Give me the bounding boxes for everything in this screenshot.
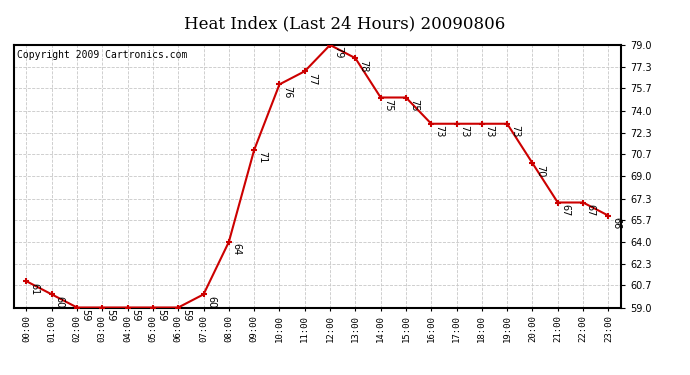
Text: 75: 75 xyxy=(408,99,419,111)
Text: 73: 73 xyxy=(484,125,495,138)
Text: 73: 73 xyxy=(434,125,444,138)
Text: 59: 59 xyxy=(130,309,141,321)
Text: 77: 77 xyxy=(308,73,317,85)
Text: Copyright 2009 Cartronics.com: Copyright 2009 Cartronics.com xyxy=(17,50,187,60)
Text: 59: 59 xyxy=(105,309,115,321)
Text: 67: 67 xyxy=(560,204,571,216)
Text: 75: 75 xyxy=(384,99,393,111)
Text: 73: 73 xyxy=(510,125,520,138)
Text: 60: 60 xyxy=(206,296,217,308)
Text: 70: 70 xyxy=(535,165,545,177)
Text: Heat Index (Last 24 Hours) 20090806: Heat Index (Last 24 Hours) 20090806 xyxy=(184,15,506,32)
Text: 64: 64 xyxy=(232,243,241,255)
Text: 59: 59 xyxy=(156,309,166,321)
Text: 78: 78 xyxy=(358,60,368,72)
Text: 59: 59 xyxy=(80,309,90,321)
Text: 59: 59 xyxy=(181,309,191,321)
Text: 66: 66 xyxy=(611,217,621,229)
Text: 79: 79 xyxy=(333,46,343,59)
Text: 73: 73 xyxy=(460,125,469,138)
Text: 60: 60 xyxy=(55,296,65,308)
Text: 61: 61 xyxy=(29,283,39,295)
Text: 71: 71 xyxy=(257,152,267,164)
Text: 67: 67 xyxy=(586,204,596,216)
Text: 76: 76 xyxy=(282,86,293,98)
